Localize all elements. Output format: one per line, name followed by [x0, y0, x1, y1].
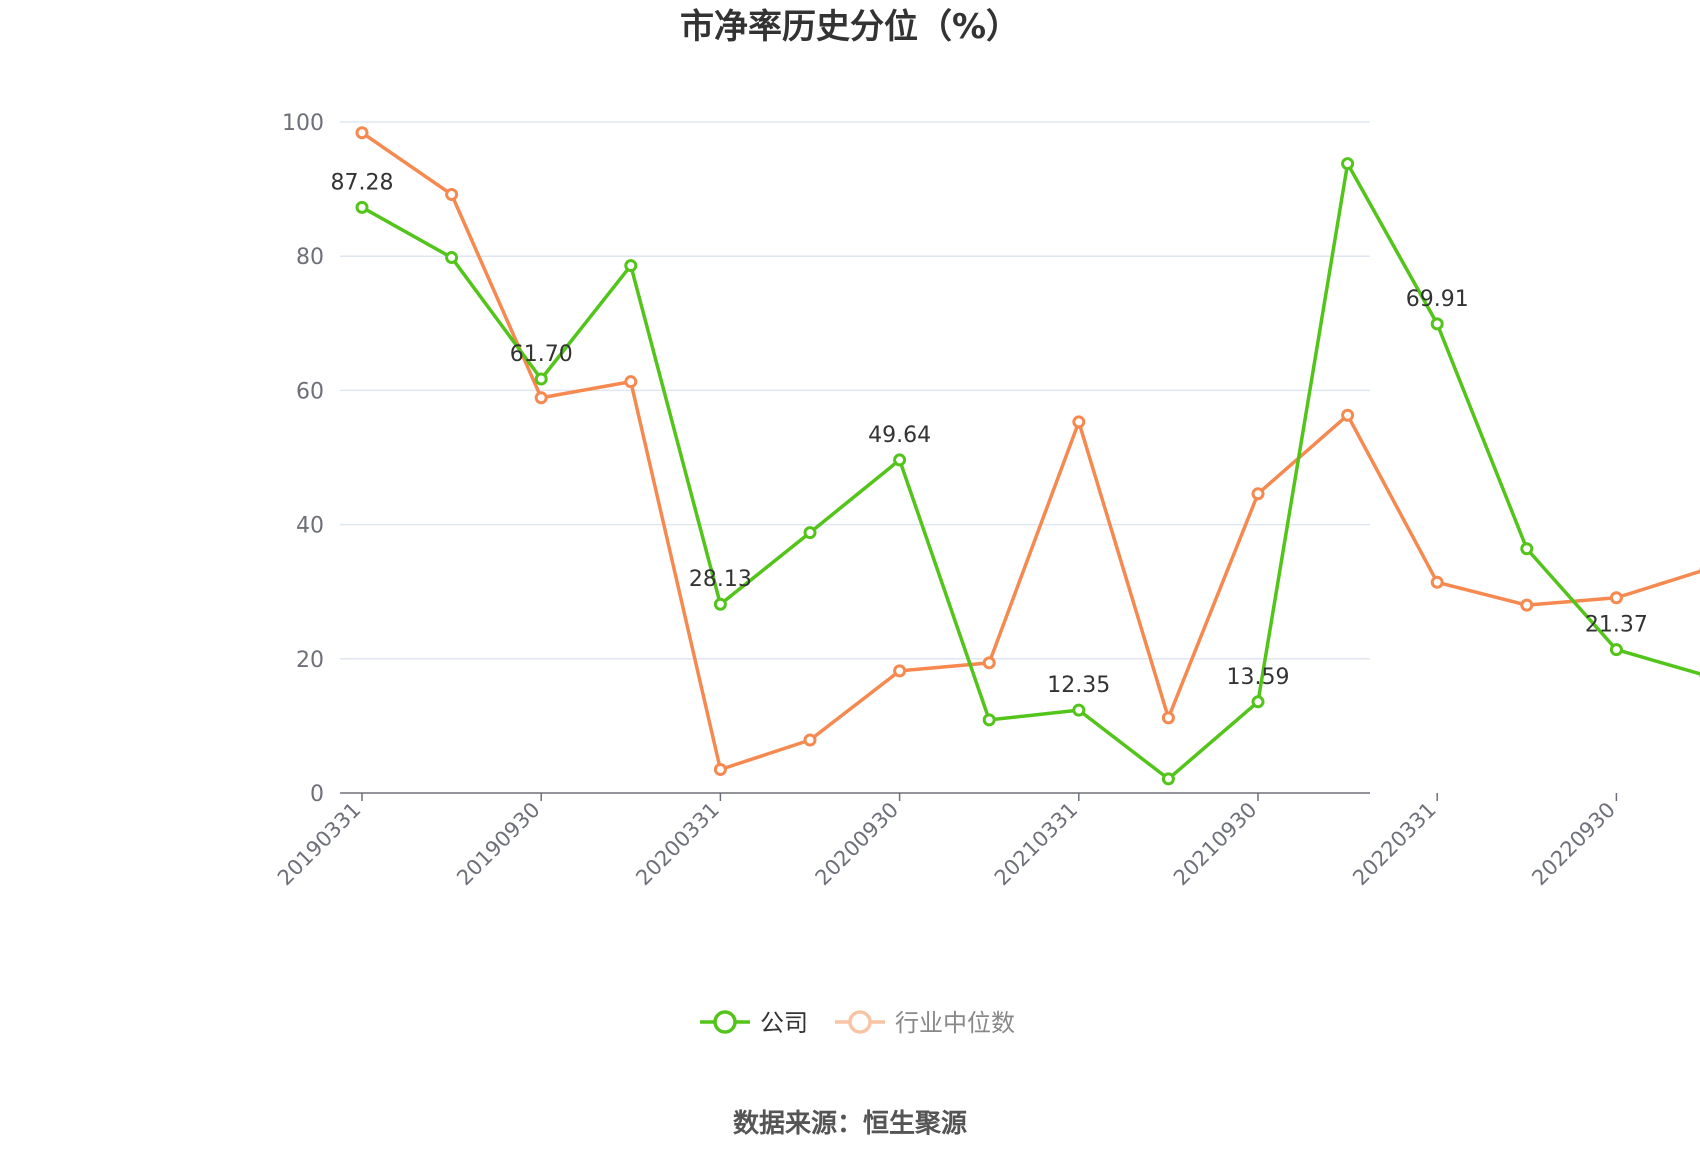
data-point[interactable] [1161, 772, 1175, 786]
data-label: 12.35 [1047, 673, 1110, 698]
data-point[interactable] [982, 656, 996, 670]
data-point[interactable] [624, 375, 638, 389]
data-point[interactable] [445, 187, 459, 201]
x-axis: 20190331 20190930 20200331 20200930 20210331… [273, 792, 1620, 891]
series-layer [355, 126, 1700, 786]
legend-item-0[interactable]: 公司 [700, 1009, 808, 1037]
legend-label: 行业中位数 [895, 1009, 1015, 1037]
data-point[interactable] [803, 526, 817, 540]
data-point[interactable] [1609, 591, 1623, 605]
data-point[interactable] [893, 453, 907, 467]
data-point[interactable] [982, 713, 996, 727]
data-point[interactable] [1609, 643, 1623, 657]
x-tick-label: 20220930 [1527, 798, 1620, 891]
data-point[interactable] [1072, 703, 1086, 717]
data-point[interactable] [355, 126, 369, 140]
series-line [361, 131, 1700, 772]
y-tick-label: 0 [310, 782, 324, 807]
data-point[interactable] [713, 763, 727, 777]
data-point[interactable] [1520, 598, 1534, 612]
data-label: 87.28 [331, 170, 394, 195]
chart-title: 市净率历史分位（%） [680, 7, 1020, 47]
data-point[interactable] [445, 251, 459, 265]
data-label: 21.37 [1585, 613, 1648, 638]
series-line [361, 161, 1700, 781]
data-point[interactable] [1520, 542, 1534, 556]
data-point[interactable] [355, 200, 369, 214]
y-axis-ticks: 0 20 40 60 80 100 [282, 111, 324, 807]
x-tick-label: 20190331 [273, 798, 366, 891]
data-point[interactable] [1341, 408, 1355, 422]
x-tick-label: 20190930 [452, 798, 545, 891]
x-tick-label: 20220331 [1348, 798, 1441, 891]
x-tick-label: 20200331 [631, 798, 724, 891]
data-point[interactable] [1251, 695, 1265, 709]
source-text: 数据来源：恒生聚源 [733, 1109, 967, 1139]
data-label: 49.64 [868, 423, 931, 448]
data-point[interactable] [1430, 317, 1444, 331]
data-point[interactable] [624, 259, 638, 273]
series-0 [355, 157, 1700, 786]
y-tick-label: 80 [296, 245, 324, 270]
x-tick-label: 20210930 [1169, 798, 1262, 891]
data-point[interactable] [1161, 711, 1175, 725]
data-label: 28.13 [689, 567, 752, 592]
data-point[interactable] [1341, 157, 1355, 171]
y-tick-label: 20 [296, 648, 324, 673]
y-tick-label: 60 [296, 379, 324, 404]
y-tick-label: 100 [282, 111, 324, 136]
legend-marker [713, 1010, 737, 1034]
x-tick-label: 20200930 [811, 798, 904, 891]
grid-lines [340, 121, 1370, 660]
data-label: 69.91 [1406, 287, 1469, 312]
data-point[interactable] [803, 733, 817, 747]
data-point[interactable] [1430, 575, 1444, 589]
data-point[interactable] [534, 391, 548, 405]
legend-item-1[interactable]: 行业中位数 [835, 1009, 1015, 1037]
y-tick-label: 40 [296, 514, 324, 539]
series-1 [355, 126, 1700, 777]
data-label: 61.70 [510, 342, 573, 367]
data-point[interactable] [1072, 415, 1086, 429]
data-point[interactable] [713, 597, 727, 611]
x-tick-label: 20210331 [990, 798, 1083, 891]
data-labels: 87.28 61.70 28.13 49.64 12.35 13.59 69.91 21.37… [331, 170, 1648, 698]
data-point[interactable] [1251, 487, 1265, 501]
legend-marker [848, 1010, 872, 1034]
data-point[interactable] [534, 372, 548, 386]
legend[interactable]: 公司 行业中位数 [700, 1009, 1015, 1037]
data-label: 13.59 [1227, 665, 1290, 690]
data-point[interactable] [893, 664, 907, 678]
legend-label: 公司 [760, 1009, 808, 1037]
